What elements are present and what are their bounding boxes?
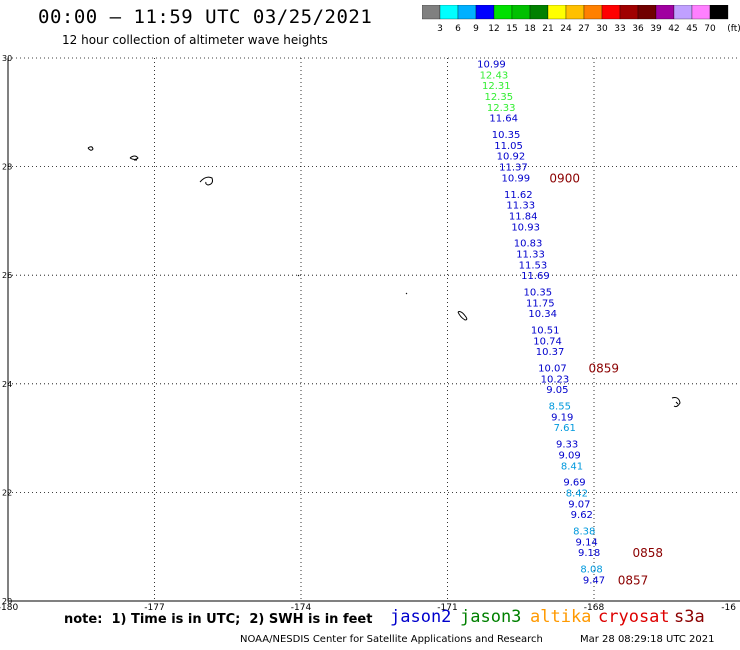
island-outline: [297, 274, 300, 277]
swh-data-label: 10.83: [514, 239, 543, 250]
swh-data-label: 10.92: [497, 152, 526, 163]
swh-data-label: 10.35: [492, 130, 521, 141]
swh-data-label: 11.33: [516, 249, 545, 260]
legend-tick-label: 15: [506, 24, 517, 34]
y-tick-label: 22: [2, 488, 12, 497]
legend-tick-label: 12: [488, 24, 499, 34]
swh-data-label: 7.61: [554, 423, 576, 434]
legend-tick-label: 27: [578, 24, 589, 34]
swh-data-label: 11.64: [489, 114, 518, 125]
sat-altika-label: altika: [530, 607, 592, 627]
swh-data-label: 12.43: [480, 70, 509, 81]
legend-tick-label: 36: [632, 24, 644, 34]
swh-data-label: 11.05: [494, 141, 523, 152]
legend-tick-label: 42: [668, 24, 679, 34]
island-outline: [405, 292, 408, 295]
y-tick-label: 30: [2, 54, 12, 63]
pass-time-label: 0857: [618, 573, 649, 587]
legend-tick-label: 3: [437, 24, 443, 34]
chart-subtitle: 12 hour collection of altimeter wave hei…: [62, 33, 328, 47]
swh-data-label: 10.51: [531, 326, 560, 337]
swh-data-label: 9.47: [583, 575, 605, 586]
swh-data-label: 8.42: [566, 488, 588, 499]
swh-data-label: 10.93: [511, 222, 540, 233]
x-tick-label: -171: [437, 603, 457, 610]
sat-jason2-label: jason2: [390, 607, 452, 627]
legend-tick-label: 9: [473, 24, 479, 34]
y-tick-label: 28: [2, 163, 12, 172]
island-outline: [671, 397, 681, 408]
swh-data-label: 11.53: [519, 260, 548, 271]
x-tick-label: -168: [584, 603, 605, 610]
swh-data-label: 10.07: [538, 364, 567, 375]
swh-data-label: 11.75: [526, 298, 555, 309]
y-tick-label: 26: [2, 271, 12, 280]
swh-data-label: 9.69: [563, 478, 585, 489]
swh-data-label: 8.55: [549, 402, 571, 413]
credit-line: NOAA/NESDIS Center for Satellite Applica…: [240, 634, 543, 645]
swh-data-label: 9.14: [576, 537, 598, 548]
x-tick-label: -174: [291, 603, 312, 610]
swh-data-label: 8.41: [561, 461, 583, 472]
legend-tick-label: 6: [455, 24, 461, 34]
swh-data-label: 11.37: [499, 163, 528, 174]
legend-tick-label: 18: [524, 24, 536, 34]
swh-data-label: 9.05: [546, 385, 568, 396]
swh-data-label: 11.62: [504, 190, 533, 201]
legend-tick-label: 24: [560, 24, 572, 34]
swh-data-label: 10.34: [528, 309, 557, 320]
swh-data-label: 9.62: [571, 510, 593, 521]
swh-data-label: 10.74: [533, 336, 562, 347]
y-tick-label: 20: [2, 597, 12, 606]
pass-time-label: 0900: [549, 171, 580, 185]
swh-data-label: 9.07: [568, 499, 590, 510]
swh-data-label: 11.69: [521, 271, 550, 282]
swh-data-label: 10.35: [524, 287, 553, 298]
x-tick-label: -180: [0, 603, 18, 610]
legend-tick-label: (ft): [727, 24, 740, 34]
legend-tick-label: 39: [650, 24, 662, 34]
swh-data-label: 11.33: [506, 201, 535, 212]
footer-note: note: 1) Time is in UTC; 2) SWH is in fe…: [64, 612, 373, 627]
legend-swatch: [709, 5, 729, 20]
swh-color-scale: 3 6 9 12 15 18 21 24 27 30 33 36 39 42 45 70 (ft): [422, 5, 740, 34]
swh-data-label: 10.99: [477, 59, 506, 70]
legend-tick-label: 30: [596, 24, 608, 34]
y-tick-label: 24: [2, 380, 12, 389]
island-outline: [457, 311, 468, 321]
sat-cryosat-label: cryosat: [598, 607, 670, 627]
swh-data-label: 12.35: [484, 92, 513, 103]
island-outline: [199, 176, 213, 186]
legend-tick-label: 33: [614, 24, 625, 34]
sat-s3a-label: s3a: [674, 607, 705, 627]
wave-height-map: -180 -177 -174 -171 -168 -16 20 22 24 26 28 30 10.99…: [0, 54, 740, 610]
swh-data-label: 10.99: [502, 173, 531, 184]
swh-data-label: 10.37: [536, 347, 565, 358]
swh-data-label: 8.08: [580, 564, 602, 575]
island-outline: [129, 155, 139, 161]
legend-tick-label: 21: [542, 24, 553, 34]
legend-tick-label: 70: [704, 24, 716, 34]
pass-time-label: 0859: [588, 362, 619, 376]
swh-data-label: 9.18: [578, 548, 600, 559]
swh-data-label: 9.09: [558, 450, 580, 461]
island-outline: [87, 146, 94, 151]
legend-tick-label: 45: [686, 24, 697, 34]
swh-data-label: 12.31: [482, 81, 511, 92]
swh-data-label: 10.23: [541, 374, 570, 385]
generated-timestamp: Mar 28 08:29:18 UTC 2021: [580, 634, 715, 645]
chart-title: 00:00 – 11:59 UTC 03/25/2021: [38, 6, 373, 28]
swh-data-label: 11.84: [509, 211, 538, 222]
sat-jason3-label: jason3: [460, 607, 522, 627]
swh-data-label: 12.33: [487, 103, 516, 114]
swh-data-label: 9.19: [551, 412, 573, 423]
x-tick-label: -16: [721, 603, 736, 610]
swh-data-label: 8.38: [573, 526, 595, 537]
swh-data-label: 9.33: [556, 440, 578, 451]
pass-time-label: 0858: [632, 546, 663, 560]
x-tick-label: -177: [144, 603, 164, 610]
